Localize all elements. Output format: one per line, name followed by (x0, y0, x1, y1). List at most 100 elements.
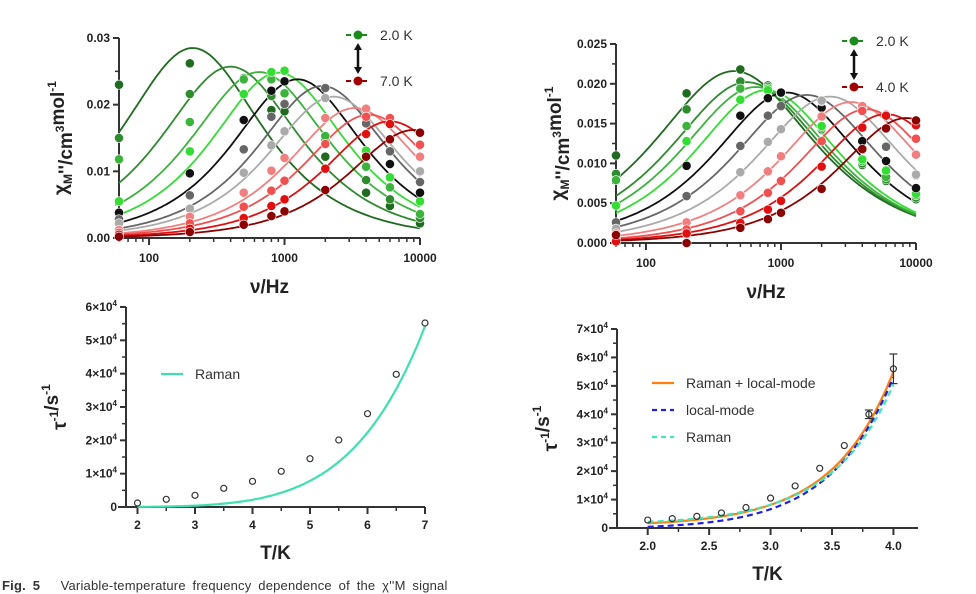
data-point-30K (114, 154, 124, 165)
y-tick-label: 6×104 (86, 299, 118, 314)
data-point-60K (238, 201, 249, 212)
data-point-40K (857, 144, 868, 154)
data-point-45K (320, 83, 331, 93)
data-point-50K (238, 167, 249, 178)
data-point-35K (184, 146, 195, 157)
legend-label: Raman (195, 366, 240, 382)
data-point-34K (776, 151, 786, 162)
y-tick-label: 0 (601, 521, 608, 535)
data-point-32K (911, 169, 921, 180)
y-tick-label-exponent: 4 (113, 432, 118, 441)
figure-caption-text: Variable-temperature frequency dependenc… (60, 578, 448, 593)
data-point-26K (816, 121, 827, 131)
data-point-35K (266, 67, 277, 77)
legend-label-start: 2.0 K (380, 27, 413, 43)
data-point-34K (735, 190, 746, 201)
data-point-70K (114, 231, 124, 242)
data-point-65K (266, 201, 277, 211)
data-point-34K (911, 149, 921, 160)
data-point-45K (415, 177, 425, 187)
data-point-40K (238, 115, 249, 125)
y-axis-title: τ-1/s-1 (530, 405, 562, 451)
data-point-70K (385, 134, 395, 145)
legend-label: Raman + local-mode (686, 375, 816, 391)
x-tick-label: 10000 (899, 256, 933, 270)
fit-curve-20K (118, 47, 421, 230)
data-point (889, 365, 898, 373)
data-point (766, 494, 775, 502)
data-point-26K (611, 200, 621, 211)
y-axis-title-part: -1 (530, 405, 544, 416)
panel-b-chi-vs-frequency-2-4K: 0.000 0.005 0.010 0.015 0.020 0.025 100 1000 100… (542, 33, 933, 303)
data-point-22K (681, 104, 692, 115)
y-axis-title-part: τ (50, 421, 71, 430)
legend-label: local-mode (686, 402, 755, 418)
x-tick-label: 1000 (768, 256, 795, 270)
data-point-28K (911, 183, 921, 193)
data-point-40K (385, 159, 395, 169)
data-point-32K (816, 95, 827, 106)
data-point-65K (320, 163, 331, 174)
x-tick-label: 5 (307, 518, 314, 532)
data-point-35K (385, 172, 395, 183)
panel-a-chi-vs-frequency-2-7K: 0.00 0.01 0.02 0.03 100 1000 10000 ν/Hz χM''/cm3… (45, 27, 437, 298)
data-point-20K (361, 187, 371, 198)
x-tick-label: 100 (139, 251, 159, 265)
data-point-45K (279, 99, 290, 109)
y-tick-label: 7×104 (577, 321, 609, 336)
y-axis-title-part: 3 (550, 131, 564, 138)
data-point-30K (881, 141, 891, 152)
data-point-32K (735, 167, 746, 178)
data-point (335, 436, 343, 444)
data-point-50K (320, 93, 331, 103)
data-point-20K (114, 79, 124, 90)
data-point-55K (320, 113, 331, 123)
y-axis-title-part: -1 (39, 384, 53, 395)
x-axis-title: T/K (260, 543, 291, 564)
data-point-30K (279, 88, 290, 99)
data-point-36K (816, 136, 827, 147)
data-point-30K (776, 101, 786, 111)
data-point-24K (735, 83, 746, 94)
figure-label: Fig. 5 (2, 578, 41, 593)
data-point-55K (266, 165, 277, 176)
data-point-40K (681, 238, 692, 248)
data-point-30K (184, 117, 195, 127)
fit-curve-32K (615, 95, 917, 233)
fit-curve-local-mode (647, 376, 895, 528)
y-tick-label-base: 3×10 (86, 400, 113, 414)
data-point-35K (279, 65, 290, 76)
data-point-70K (266, 211, 277, 221)
data-point-30K (238, 74, 249, 85)
x-tick-label: 100 (636, 256, 656, 270)
data-point-20K (735, 64, 746, 75)
y-axis-title-part: mol (48, 92, 69, 126)
y-tick-label: 2×104 (86, 432, 118, 447)
data-point-30K (735, 140, 746, 151)
data-point-20K (184, 58, 195, 69)
x-tick-label: 6 (364, 518, 371, 532)
x-tick-label: 2.0 (639, 539, 656, 553)
y-axis-title-part: ''/cm (56, 132, 77, 174)
y-tick-label-base: 1×10 (577, 493, 604, 507)
x-tick-label: 7 (422, 518, 429, 532)
data-point-65K (361, 129, 371, 139)
data-point-38K (762, 204, 773, 215)
data-point-36K (735, 206, 746, 217)
data-point-60K (320, 139, 331, 149)
data-point-70K (279, 206, 290, 217)
y-tick-label-base: 2×10 (577, 464, 604, 478)
data-point-40K (279, 76, 290, 87)
data-point-26K (681, 136, 692, 147)
y-tick-label: 0.02 (87, 98, 111, 112)
y-tick-label: 5×104 (86, 332, 118, 347)
y-tick-label: 4×104 (577, 406, 609, 421)
x-axis-title: ν/Hz (250, 277, 289, 298)
x-axis-title: T/K (752, 564, 783, 585)
data-point-70K (415, 127, 425, 138)
data-point (392, 370, 400, 378)
y-tick-label-exponent: 4 (604, 435, 609, 444)
data-point-55K (415, 151, 425, 162)
y-axis-title-part: -1 (542, 86, 556, 97)
data-point-45K (184, 190, 195, 201)
